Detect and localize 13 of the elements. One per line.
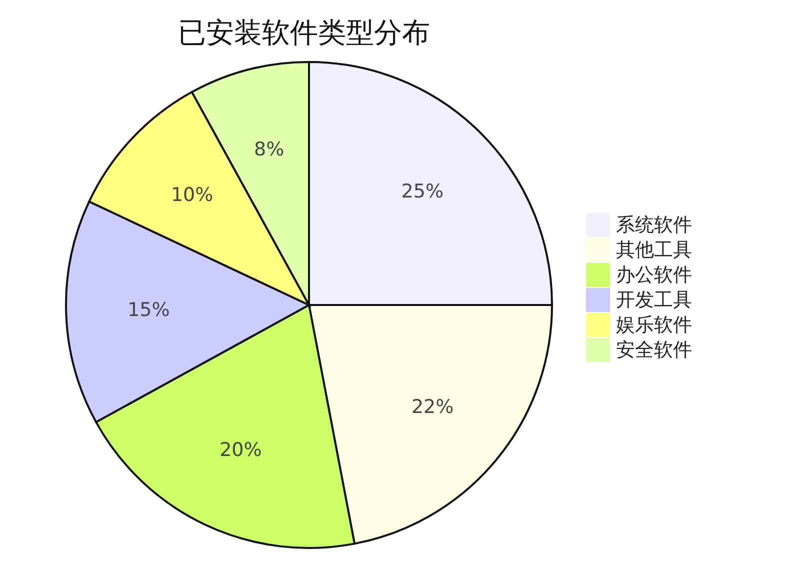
legend-label: 安全软件 [616, 338, 692, 363]
data-label: 15% [128, 299, 170, 322]
slice-label: 系统软件 [616, 213, 692, 238]
data-label: 10% [170, 184, 214, 206]
legend-label: 娱乐软件 [616, 313, 692, 338]
legend-label: 办公软件 [616, 263, 692, 288]
data-label: 22% [411, 396, 454, 418]
legend-label: 开发工具 [616, 288, 692, 313]
chart-title: 已安装软件类型分布 [177, 15, 431, 51]
data-label: 20% [220, 439, 262, 462]
data-label: 25% [401, 180, 444, 203]
legend-label: 其他工具 [616, 238, 692, 263]
data-label: 8% [254, 138, 284, 161]
